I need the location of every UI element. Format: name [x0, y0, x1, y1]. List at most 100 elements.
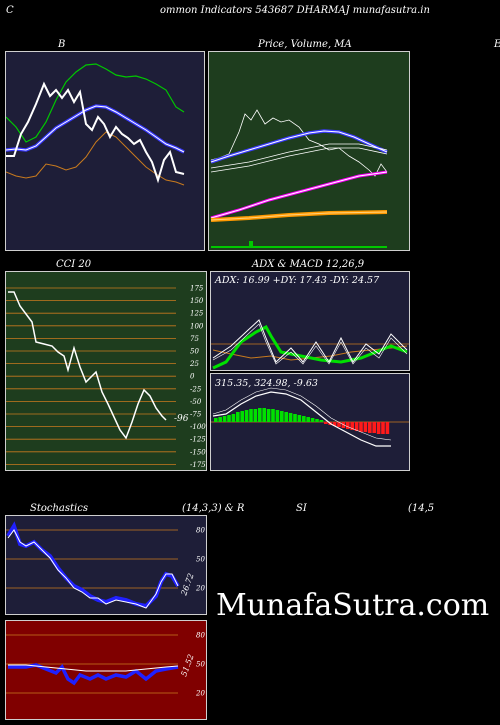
cci-tick-label: 125	[190, 310, 204, 318]
macd-histogram-bar	[227, 415, 231, 422]
stoch-d-line	[6, 521, 180, 609]
volume-bars	[211, 241, 387, 248]
corner-letter: C	[6, 5, 14, 16]
adx-text: ADX: 16.99 +DY: 17.43 -DY: 24.57	[215, 275, 380, 286]
price-panel	[208, 51, 410, 251]
rsi-panel: 80 50 20 51.52	[5, 620, 207, 720]
price-label: Price, Volume, MA	[258, 39, 352, 50]
macd-histogram-bar	[271, 409, 275, 422]
macd-histogram-bar	[341, 422, 346, 428]
stoch-tick-label: 80	[196, 527, 205, 535]
macd-text: 315.35, 324.98, -9.63	[215, 378, 318, 389]
macd-histogram-bar	[266, 409, 271, 422]
macd-histogram-bar	[280, 411, 284, 422]
adx-panel: ADX: 16.99 +DY: 17.43 -DY: 24.57	[210, 271, 410, 371]
adx-green	[212, 325, 408, 370]
cci-tick-label: -100	[190, 423, 206, 431]
macd-histogram-bar	[240, 411, 244, 422]
bb-panel	[5, 51, 205, 251]
macd-chart	[211, 387, 409, 447]
cci-tick-label: -50	[190, 398, 202, 406]
cci-tick-label: 100	[190, 322, 204, 330]
stoch-value: 26.72	[179, 572, 196, 598]
macd-histogram-bar	[319, 420, 324, 422]
bb-price-line	[6, 81, 185, 184]
rsi-white-line	[8, 664, 179, 672]
bb-label: B	[58, 39, 66, 50]
macd-histogram-bar	[363, 422, 368, 432]
macd-histogram-bar	[236, 412, 240, 422]
ma-magenta-inner	[210, 171, 388, 219]
ma-white-1	[210, 143, 388, 169]
macd-histogram-bar	[306, 417, 310, 422]
stoch-params: (14,3,3) & R	[182, 503, 245, 514]
macd-histogram-bar	[288, 413, 293, 422]
cci-tick-label: 150	[190, 297, 204, 305]
bb-upper-band	[5, 63, 185, 143]
cci-line	[8, 291, 167, 440]
macd-histogram-bar	[359, 422, 363, 432]
stoch-grid: 80 50 20	[6, 527, 205, 593]
macd-histogram-bar	[350, 422, 354, 430]
cci-tick-label: -125	[190, 436, 206, 444]
macd-signal	[212, 387, 392, 441]
cci-tick-label: -175	[190, 461, 206, 469]
macd-histogram-bar	[262, 408, 266, 422]
macd-histogram-bar	[376, 422, 381, 434]
rsi-value: 51.52	[179, 653, 195, 678]
dmi-white-2	[212, 323, 408, 365]
macd-histogram-bar	[258, 408, 262, 422]
price-right-letter: E	[494, 39, 500, 50]
ma-white-2	[210, 147, 388, 173]
cci-grid: 175 150 125 100 75 50 25 0 -25 -50 -75 -100 -125 -150…	[6, 285, 206, 469]
rsi-params: (14,5	[408, 503, 435, 514]
macd-histogram-bar	[253, 409, 258, 422]
macd-histogram-bar	[244, 410, 249, 422]
rsi-tick-label: 50	[196, 661, 205, 669]
macd-panel: 315.35, 324.98, -9.63	[210, 373, 410, 471]
cci-chart: 175 150 125 100 75 50 25 0 -25 -50 -75 -100 -125 -150…	[6, 285, 206, 469]
macd-histogram	[214, 408, 390, 434]
macd-histogram-bar	[368, 422, 372, 433]
macd-histogram-bar	[310, 418, 315, 422]
macd-histogram-bar	[381, 422, 385, 434]
macd-line	[212, 391, 391, 447]
stoch-tick-label: 20	[195, 585, 205, 593]
macd-histogram-bar	[354, 422, 359, 431]
stoch-k-line	[7, 529, 179, 609]
macd-histogram-bar	[214, 418, 218, 422]
macd-histogram-bar	[249, 409, 253, 422]
cci-label: CCI 20	[56, 259, 92, 270]
macd-histogram-bar	[315, 419, 319, 422]
macd-histogram-bar	[337, 422, 341, 427]
stoch-tick-label: 50	[196, 556, 205, 564]
cci-value: -96	[174, 414, 189, 424]
bb-chart	[5, 63, 185, 186]
macd-histogram-bar	[218, 417, 222, 422]
cci-tick-label: -150	[190, 448, 206, 456]
cci-tick-label: 25	[189, 360, 199, 368]
rsi-blue-line	[8, 663, 179, 686]
price-chart	[210, 109, 388, 248]
macd-histogram-bar	[293, 414, 297, 422]
cci-tick-label: 175	[190, 285, 204, 293]
page-title: ommon Indicators 543687 DHARMAJ munafasu…	[160, 5, 430, 16]
macd-histogram-bar	[372, 422, 376, 433]
cci-tick-label: 0	[190, 373, 195, 381]
macd-histogram-bar	[231, 414, 236, 422]
macd-histogram-bar	[324, 422, 328, 424]
rsi-tick-label: 80	[196, 632, 205, 640]
cci-tick-label: -75	[190, 411, 202, 419]
macd-histogram-bar	[346, 422, 350, 429]
watermark: MunafaSutra.com	[216, 588, 490, 623]
rsi-grid: 80 50 20	[6, 632, 205, 698]
cci-panel: 175 150 125 100 75 50 25 0 -25 -50 -75 -100 -125 -150…	[5, 271, 207, 471]
cci-tick-label: -25	[190, 385, 202, 393]
macd-histogram-bar	[297, 415, 302, 422]
macd-histogram-bar	[385, 422, 390, 434]
macd-histogram-bar	[275, 410, 280, 422]
stoch-panel: 80 50 20 26.72	[5, 515, 207, 615]
cci-tick-label: 50	[190, 348, 199, 356]
adx-macd-label: ADX & MACD 12,26,9	[252, 259, 365, 270]
macd-histogram-bar	[284, 412, 288, 422]
